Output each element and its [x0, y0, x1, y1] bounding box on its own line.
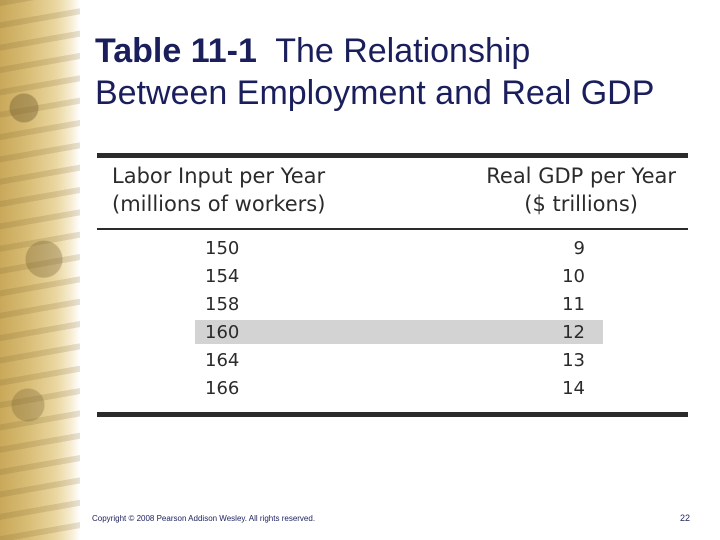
cell-gdp: 10	[562, 266, 585, 287]
table-top-rule	[97, 153, 688, 158]
decorative-side-strip	[0, 0, 80, 540]
header-labor-line1: Labor Input per Year	[112, 164, 326, 188]
table-bottom-rule	[97, 412, 688, 417]
table-row: 154 10	[97, 263, 688, 291]
data-table: Labor Input per Year (millions of worker…	[97, 153, 688, 418]
cell-labor: 150	[205, 238, 240, 259]
table-row: 158 11	[97, 291, 688, 319]
table-row: 164 13	[97, 347, 688, 375]
row-highlight-band	[195, 320, 603, 344]
table-row: 166 14	[97, 375, 688, 403]
cell-gdp: 14	[562, 378, 585, 399]
cell-labor: 160	[205, 322, 240, 343]
cell-labor: 166	[205, 378, 240, 399]
header-labor-input: Labor Input per Year (millions of worker…	[112, 162, 325, 218]
cell-gdp: 13	[562, 350, 585, 371]
header-gdp-line2: ($ trillions)	[524, 192, 638, 216]
cell-labor: 158	[205, 294, 240, 315]
copyright-notice: Copyright © 2008 Pearson Addison Wesley.…	[92, 514, 316, 523]
cell-gdp: 12	[562, 322, 585, 343]
table-row-highlighted: 160 12	[97, 319, 688, 347]
cell-gdp: 11	[562, 294, 585, 315]
table-header-rule	[97, 228, 688, 230]
slide-title: Table 11-1 The Relationship Between Empl…	[95, 30, 705, 114]
title-line2: Between Employment and Real GDP	[95, 74, 655, 112]
cell-gdp: 9	[573, 238, 585, 259]
table-row: 150 9	[97, 235, 688, 263]
header-labor-line2: (millions of workers)	[112, 192, 326, 216]
title-line1: The Relationship	[275, 32, 531, 70]
cell-labor: 154	[205, 266, 240, 287]
header-real-gdp: Real GDP per Year ($ trillions)	[486, 162, 676, 218]
cell-labor: 164	[205, 350, 240, 371]
table-body: 150 9 154 10 158 11 160 12 164 13 166 14	[97, 235, 688, 403]
header-gdp-line1: Real GDP per Year	[486, 164, 676, 188]
page-number: 22	[679, 513, 690, 523]
title-table-number: Table 11-1	[95, 32, 257, 70]
